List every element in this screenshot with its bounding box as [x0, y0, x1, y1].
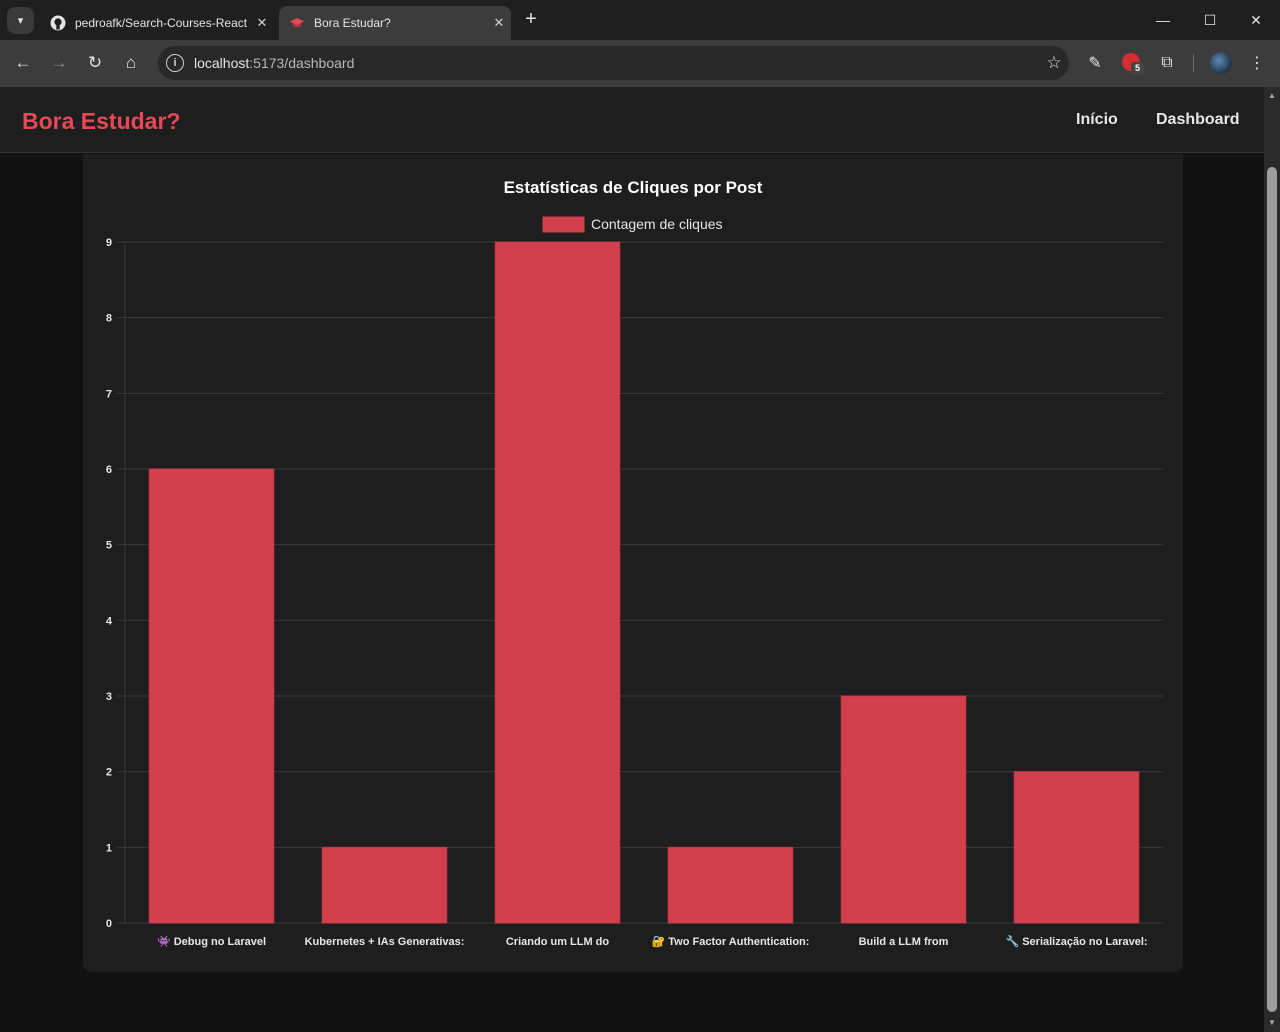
extensions-puzzle-icon[interactable]: ⧉	[1161, 54, 1173, 71]
clicks-bar-chart: Estatísticas de Cliques por Post Contage…	[106, 178, 1163, 948]
y-tick-label: 8	[106, 313, 112, 325]
y-tick-label: 0	[106, 918, 112, 930]
reload-icon[interactable]: ↻	[87, 53, 103, 72]
minimize-button[interactable]: —	[1156, 12, 1170, 28]
chart-card: Estatísticas de Cliques por Post Contage…	[83, 154, 1183, 972]
close-icon[interactable]: ✕	[256, 15, 268, 30]
x-tick-label: Build a LLM from	[859, 936, 949, 948]
nav-link-inicio[interactable]: Início	[1076, 111, 1118, 128]
bookmark-star-icon[interactable]: ☆	[1046, 53, 1062, 72]
toolbar-divider	[1193, 54, 1194, 72]
bar[interactable]	[1013, 771, 1140, 924]
chart-title: Estatísticas de Cliques por Post	[504, 178, 763, 197]
y-tick-label: 5	[106, 540, 112, 552]
y-tick-label: 2	[106, 767, 112, 779]
maximize-button[interactable]: ☐	[1203, 11, 1217, 28]
window-close-button[interactable]: ✕	[1250, 11, 1262, 28]
x-tick-label: 🔐 Two Factor Authentication:	[652, 935, 810, 948]
scrollbar-thumb[interactable]	[1267, 167, 1277, 1012]
home-icon[interactable]: ⌂	[125, 53, 137, 72]
bar[interactable]	[840, 695, 967, 924]
page-viewport: Bora Estudar? Início Dashboard Estatísti…	[0, 87, 1264, 1032]
y-tick-label: 6	[106, 464, 112, 476]
x-axis-labels: 👾 Debug no Laravel Kubernetes + IAs Gener…	[157, 934, 1148, 948]
x-tick-label: Kubernetes + IAs Generativas:	[305, 936, 465, 948]
scroll-up-icon[interactable]: ▲	[1268, 91, 1276, 100]
chart-grid: 0 1 2 3 4 5 6 7 8 9	[106, 237, 1163, 930]
legend-label[interactable]: Contagem de cliques	[591, 216, 723, 232]
x-tick-label: 👾 Debug no Laravel	[157, 935, 266, 948]
x-tick-label: Criando um LLM do	[506, 936, 610, 948]
tab-title: Bora Estudar?	[314, 16, 391, 30]
extension-badge-icon[interactable]: 5	[1122, 53, 1144, 75]
site-header: Bora Estudar? Início Dashboard	[0, 87, 1264, 153]
chevron-down-icon: ▾	[17, 15, 24, 27]
y-tick-label: 9	[106, 237, 112, 249]
x-tick-label: 🔧 Serialização no Laravel:	[1005, 934, 1147, 948]
close-icon[interactable]: ✕	[493, 15, 505, 30]
legend-swatch[interactable]	[542, 216, 585, 233]
address-url[interactable]: localhost:5173/dashboard	[194, 55, 355, 71]
browser-toolbar: ← → ↻ ⌂ i localhost:5173/dashboard ☆ ✎ ⧉…	[0, 40, 1280, 87]
scroll-down-icon[interactable]: ▼	[1268, 1018, 1276, 1027]
tab-title: pedroafk/Search-Courses-React	[75, 16, 248, 30]
github-icon	[50, 15, 66, 31]
bar[interactable]	[667, 846, 794, 924]
y-tick-label: 3	[106, 691, 112, 703]
tab-github[interactable]: pedroafk/Search-Courses-React ✕	[40, 6, 274, 40]
bar[interactable]	[494, 241, 621, 924]
y-tick-label: 1	[106, 842, 112, 854]
address-bar[interactable]: i localhost:5173/dashboard ☆	[158, 46, 1069, 80]
bar[interactable]	[148, 468, 275, 924]
site-info-icon[interactable]: i	[166, 54, 184, 72]
eyedropper-icon[interactable]: ✎	[1088, 55, 1102, 72]
graduation-cap-icon	[289, 15, 305, 31]
profile-avatar[interactable]	[1210, 52, 1232, 74]
bar[interactable]	[321, 846, 448, 924]
chart-bars	[148, 241, 1140, 924]
page-scrollbar[interactable]: ▲ ▼	[1264, 87, 1280, 1032]
brand-logo[interactable]: Bora Estudar?	[22, 108, 181, 134]
forward-icon[interactable]: →	[50, 53, 68, 72]
y-tick-label: 4	[106, 615, 113, 627]
browser-tab-strip: ▾ pedroafk/Search-Courses-React ✕ Bora E…	[0, 0, 1280, 40]
new-tab-button[interactable]: +	[525, 8, 537, 30]
more-menu-icon[interactable]: ⋮	[1249, 55, 1265, 72]
back-icon[interactable]: ←	[14, 53, 32, 72]
y-tick-label: 7	[106, 388, 112, 400]
tab-bora-estudar[interactable]: Bora Estudar? ✕	[279, 6, 511, 40]
tab-search-button[interactable]: ▾	[7, 7, 34, 34]
nav-link-dashboard[interactable]: Dashboard	[1156, 111, 1240, 128]
